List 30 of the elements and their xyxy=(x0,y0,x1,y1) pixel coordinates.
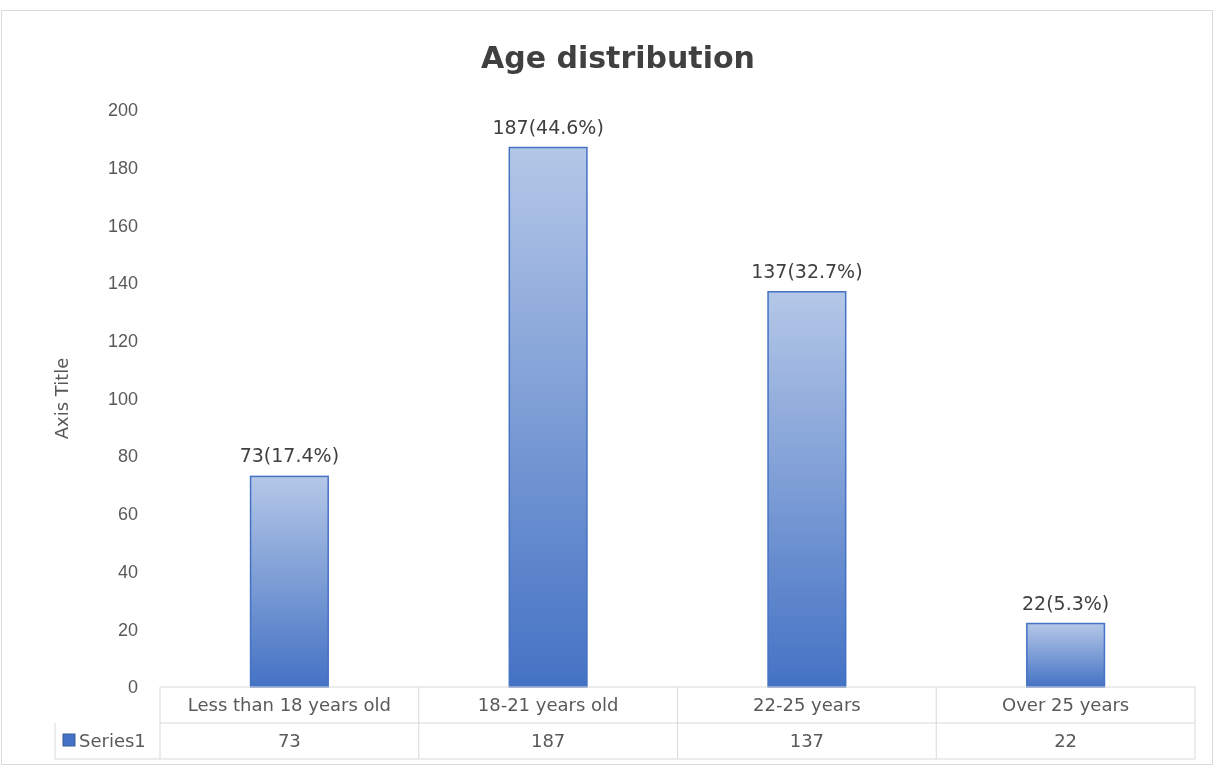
annotation: 73(17.4%) xyxy=(239,444,340,467)
y-tick-label: 160 xyxy=(107,215,138,236)
legend-label: Series1 xyxy=(79,730,146,751)
annotation: 137(32.7%) xyxy=(751,259,863,282)
y-tick-label: 140 xyxy=(107,273,138,294)
annotation: 22(5.3%) xyxy=(1021,591,1110,614)
y-tick-label: 20 xyxy=(117,619,138,640)
bar xyxy=(1026,622,1106,688)
y-tick-label: 60 xyxy=(117,504,138,525)
x-tick-label: Over 25 years xyxy=(1002,694,1130,715)
y-tick-label: 100 xyxy=(107,388,138,409)
data-label: 137 xyxy=(789,730,825,751)
bar xyxy=(508,146,588,688)
x-tick-label: Less than 18 years old xyxy=(187,694,391,715)
y-axis-title: Axis Title xyxy=(51,357,72,440)
data-label: 22 xyxy=(1054,730,1078,751)
bar xyxy=(249,475,329,688)
bar xyxy=(767,291,847,688)
y-tick-label: 80 xyxy=(117,446,138,467)
x-tick-label: 22-25 years xyxy=(753,694,861,715)
y-tick-label: 0 xyxy=(127,677,138,698)
data-label: 187 xyxy=(530,730,566,751)
y-tick-label: 200 xyxy=(107,100,138,121)
y-tick-label: 180 xyxy=(107,157,138,178)
x-tick-label: 18-21 years old xyxy=(477,694,619,715)
y-tick-label: 40 xyxy=(117,561,138,582)
chart-title: Age distribution xyxy=(481,40,755,75)
y-tick-label: 120 xyxy=(107,331,138,352)
data-label: 73 xyxy=(277,730,301,751)
annotation: 187(44.6%) xyxy=(492,115,604,138)
